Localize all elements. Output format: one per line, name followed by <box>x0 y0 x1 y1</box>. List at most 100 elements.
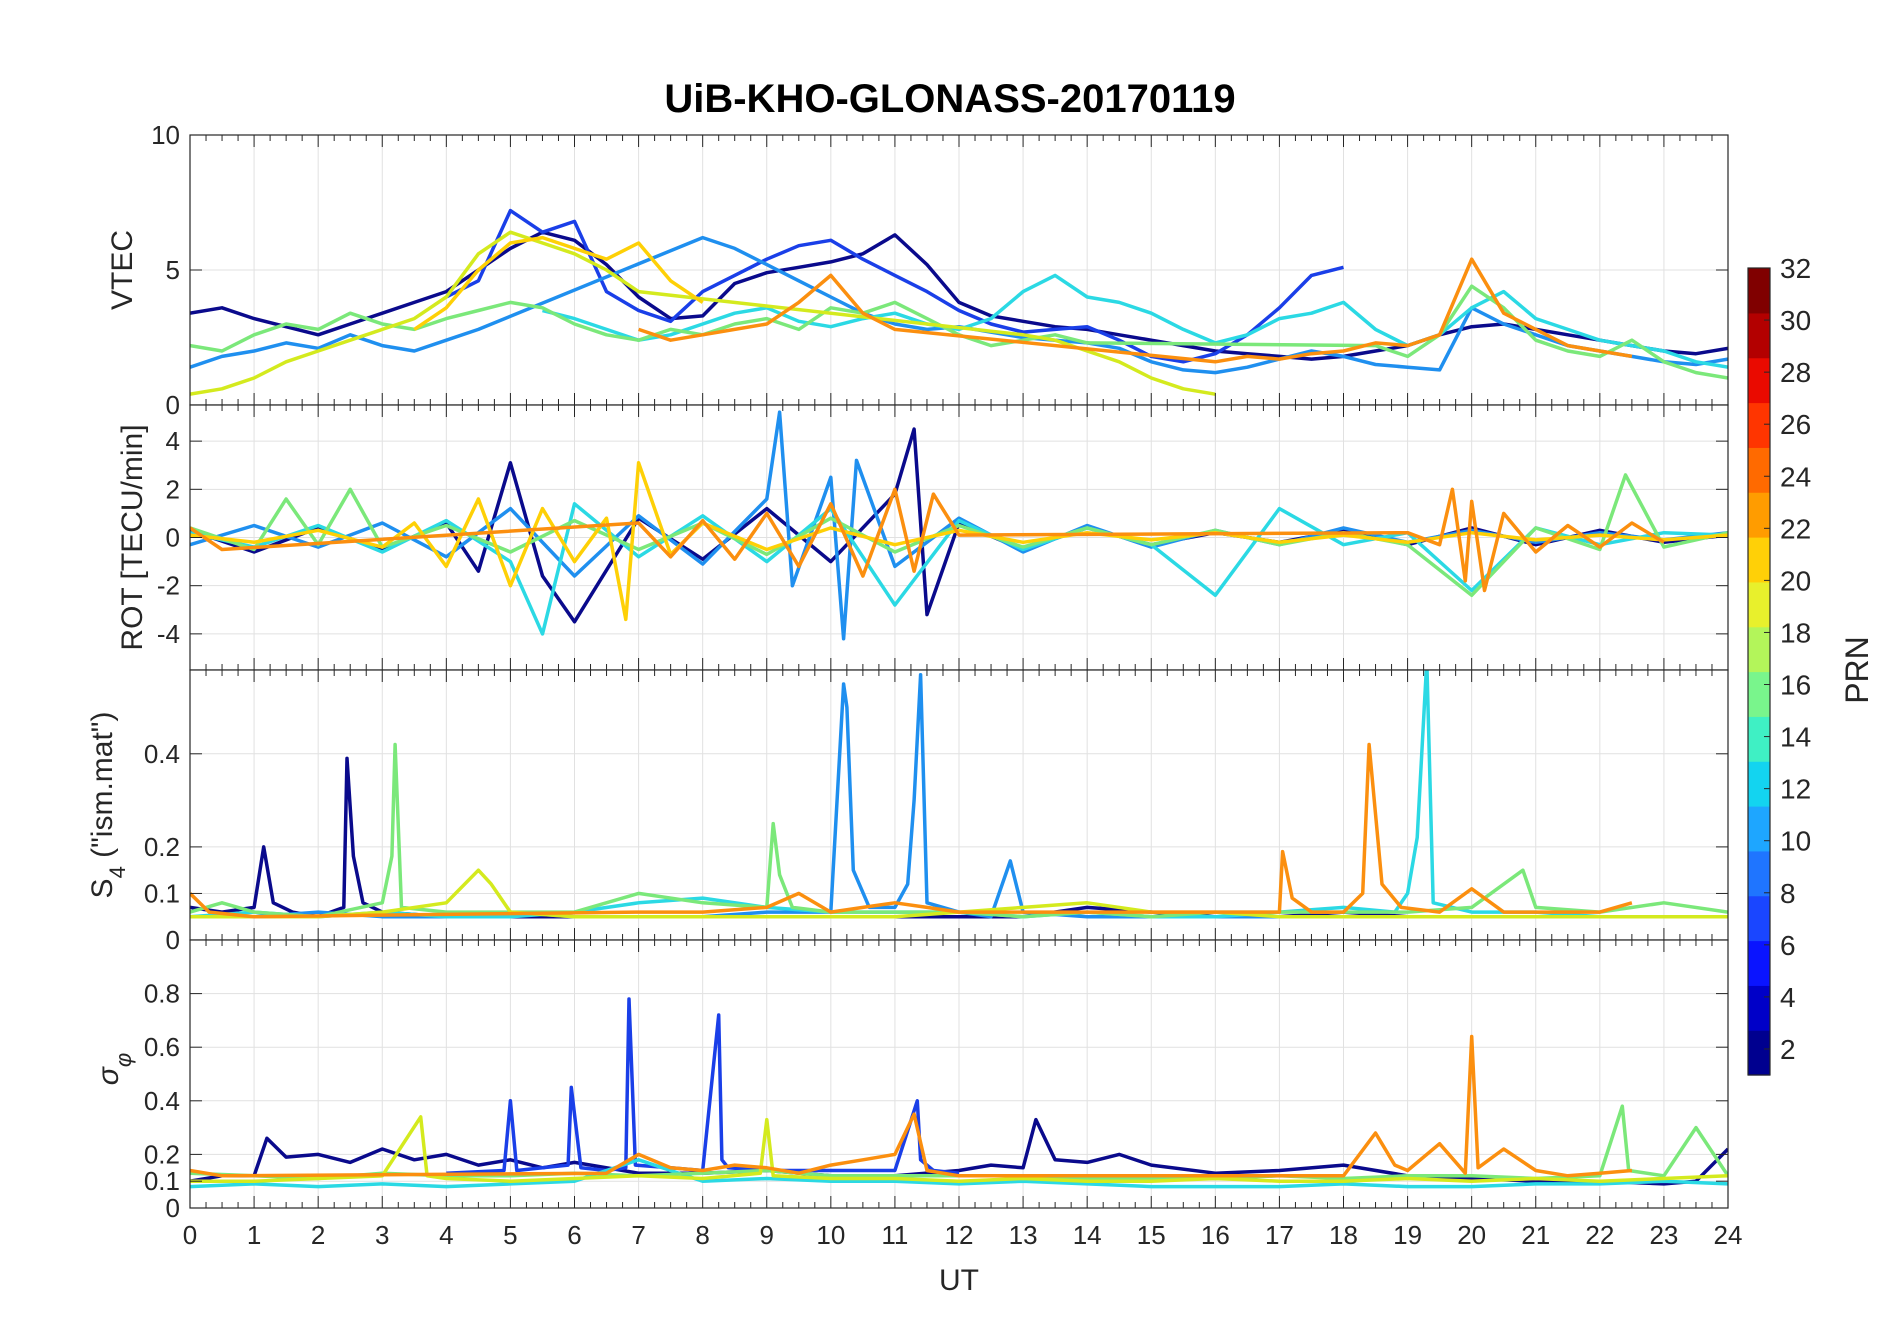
colorbar-tick-label: 4 <box>1780 982 1796 1013</box>
vtec-series-prn-19 <box>190 230 1216 396</box>
vtec-series-prn-12 <box>542 273 1728 369</box>
colorbar-segment <box>1748 761 1770 807</box>
rot-y-tick-label: 0 <box>166 523 180 553</box>
colorbar-segment <box>1748 447 1770 493</box>
colorbar-segment <box>1748 1030 1770 1076</box>
colorbar-frame <box>1747 267 1771 1076</box>
x-tick-label: 15 <box>1137 1220 1166 1250</box>
sigma-series-group <box>190 997 1728 1189</box>
colorbar-tick-label: 20 <box>1780 565 1811 596</box>
rot-y-axis-label: ROT [TECU/min] <box>116 424 149 650</box>
x-tick-label: 10 <box>816 1220 845 1250</box>
vtec-y-tick-label: 0 <box>166 390 180 420</box>
colorbar-tick-label: 8 <box>1780 878 1796 909</box>
x-tick-label: 18 <box>1329 1220 1358 1250</box>
x-tick-label: 2 <box>311 1220 325 1250</box>
colorbar-segment <box>1748 268 1770 314</box>
x-tick-label: 23 <box>1649 1220 1678 1250</box>
sigma-y-tick-label: 0 <box>166 1193 180 1223</box>
vtec-series-group <box>190 208 1728 396</box>
colorbar-tick-label: 10 <box>1780 826 1811 857</box>
x-tick-label: 8 <box>695 1220 709 1250</box>
sigma-series-prn-24 <box>190 1034 1633 1178</box>
rot-series-prn-12 <box>190 502 1728 636</box>
colorbar-tick-label: 22 <box>1780 513 1811 544</box>
sigma-y-tick-label: 0.6 <box>144 1032 180 1062</box>
colorbar-segment <box>1748 581 1770 628</box>
sigma-phi-y-axis-label: σφ <box>92 1053 136 1085</box>
rot-y-tick-label: 2 <box>166 474 180 504</box>
sigma-y-tick-label: 0.2 <box>144 1139 180 1169</box>
colorbar-tick-label: 30 <box>1780 305 1811 336</box>
x-tick-label: 0 <box>183 1220 197 1250</box>
colorbar-tick-label: 26 <box>1780 409 1811 440</box>
colorbar-segment <box>1748 940 1770 986</box>
x-tick-label: 1 <box>247 1220 261 1250</box>
colorbar-segment <box>1748 537 1770 583</box>
sigma-y-tick-label: 0.1 <box>144 1166 180 1196</box>
colorbar-segment <box>1748 806 1770 852</box>
s4-y-tick-label: 0.2 <box>144 832 180 862</box>
rot-y-tick-label: 4 <box>166 426 180 456</box>
sigma-y-tick-label: 0.8 <box>144 979 180 1009</box>
x-tick-label: 5 <box>503 1220 517 1250</box>
s4-y-tick-label: 0 <box>166 925 180 955</box>
colorbar-segment <box>1748 850 1770 897</box>
x-tick-label: 6 <box>567 1220 581 1250</box>
chart-title: UiB-KHO-GLONASS-20170119 <box>664 77 1235 121</box>
colorbar-segment <box>1748 626 1770 673</box>
colorbar-tick-label: 2 <box>1780 1034 1796 1065</box>
x-tick-label: 13 <box>1009 1220 1038 1250</box>
colorbar-tick-label: 16 <box>1780 670 1811 701</box>
colorbar-tick-label: 28 <box>1780 357 1811 388</box>
colorbar-segment <box>1748 985 1770 1031</box>
colorbar-tick-label: 18 <box>1780 617 1811 648</box>
sigma-series-prn-12 <box>190 1158 1728 1189</box>
x-tick-label: 14 <box>1073 1220 1102 1250</box>
x-tick-label: 20 <box>1457 1220 1486 1250</box>
s4-series-prn-16 <box>190 742 1728 919</box>
s4-y-tick-label: 0.4 <box>144 739 180 769</box>
colorbar-tick-label: 32 <box>1780 253 1811 284</box>
rot-panel: -4 -2 0 2 4 ROT [TECU/min] <box>116 404 1729 671</box>
x-tick-label: 12 <box>945 1220 974 1250</box>
s4-series-prn-24 <box>190 742 1633 919</box>
sigma-series-prn-19 <box>190 1115 1728 1183</box>
vtec-series-prn-24 <box>638 257 1633 364</box>
rot-y-tick-label: -2 <box>157 571 180 601</box>
vtec-y-axis-label: VTEC <box>106 230 139 310</box>
x-tick-label: 16 <box>1201 1220 1230 1250</box>
vtec-series-prn-21 <box>413 235 704 331</box>
rot-y-tick-label: -4 <box>157 619 180 649</box>
colorbar-segment <box>1748 671 1770 717</box>
x-tick-label: 3 <box>375 1220 389 1250</box>
s4-y-axis-label: S4 ("ism.mat") <box>86 712 130 899</box>
colorbar-tick-label: 12 <box>1780 774 1811 805</box>
colorbar-segment <box>1748 312 1770 359</box>
colorbar-tick-label: 6 <box>1780 930 1796 961</box>
colorbar-segment <box>1748 716 1770 762</box>
vtec-y-tick-label: 5 <box>166 255 180 285</box>
x-tick-label: 17 <box>1265 1220 1294 1250</box>
vtec-series-prn-2 <box>190 230 1728 361</box>
colorbar-segment <box>1748 895 1770 942</box>
vtec-panel: 0 5 10 VTEC <box>106 120 1729 420</box>
s4-y-tick-label: 0.1 <box>144 878 180 908</box>
x-tick-label: 11 <box>881 1220 908 1250</box>
colorbar-segment <box>1748 402 1770 448</box>
x-tick-label: 9 <box>760 1220 774 1250</box>
colorbar-tick-label: 14 <box>1780 722 1811 753</box>
rot-series-prn-24 <box>190 487 1665 593</box>
s4-series-prn-19 <box>190 868 1728 919</box>
colorbar-tick-label: 24 <box>1780 461 1811 492</box>
x-tick-label: 4 <box>439 1220 453 1250</box>
colorbar-label: PRN <box>1839 636 1875 704</box>
s4-panel: 0 0.1 0.2 0.4 S4 ("ism.mat") <box>86 669 1729 955</box>
x-tick-label: 21 <box>1521 1220 1550 1250</box>
colorbar-segment <box>1748 492 1770 538</box>
x-axis-label: UT <box>939 1264 979 1297</box>
s4-series-group <box>190 670 1728 919</box>
